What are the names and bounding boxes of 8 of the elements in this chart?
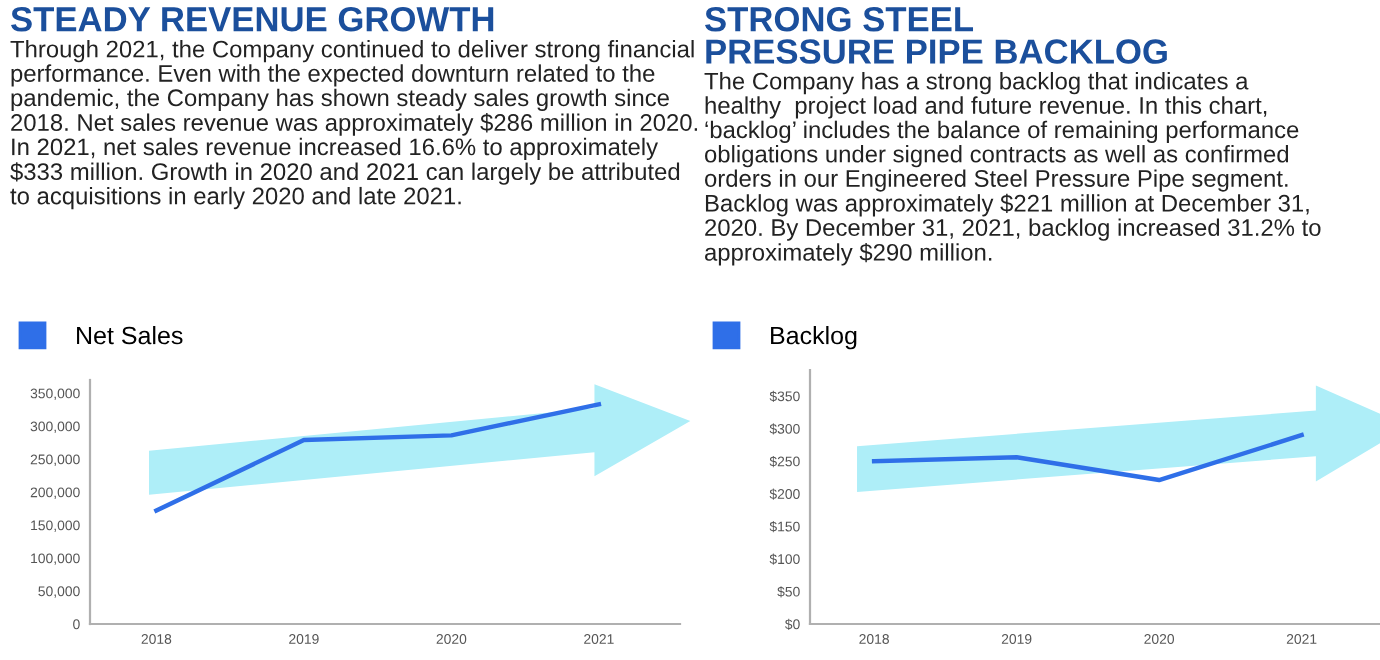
line-series bbox=[871, 432, 1304, 483]
chart-title: STEADY REVENUE GROWTH bbox=[11, 6, 494, 32]
line-series bbox=[154, 402, 602, 513]
legend-label: Net Sales bbox=[77, 326, 183, 345]
chart-subtitle: Through 2021, the Company continued to deliver strong financial performance. Even with the expected downturn related to the pandemic, the Company has shown steady sales growth since 2018. Net sales revenue was approximately $286 million in 2020. In 2021, net sales revenue increased 16.6% to approximately $333 million. Growth in 2020 and 2021 can largely be attributed to acquisitions in early 2020 and late 2021. bbox=[10, 40, 698, 210]
chart-subtitle: The Company has a strong backlog that indicates a healthy project load and future revenue. In this chart, ‘backlog’ includes the balance of remaining performance obligations under signed contracts as well as confirmed orders in our Engineered Steel Pressure Pipe segment. Backlog was approximately $221 million at December 31, 2020. By December 31, 2021, backlog increased 31.2% to approximately $290 million. bbox=[704, 72, 1321, 266]
legend-label: Backlog bbox=[771, 326, 857, 350]
chart-title: STRONG STEEL PRESSURE PIPE BACKLOG bbox=[705, 6, 1167, 64]
